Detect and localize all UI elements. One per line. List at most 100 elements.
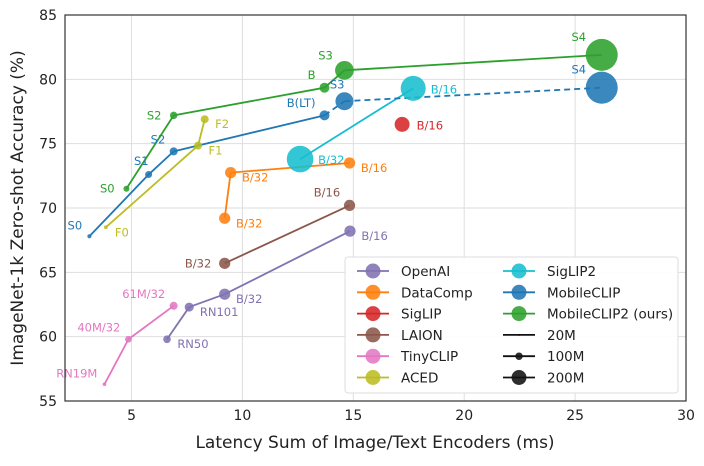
- legend-marker: [511, 370, 527, 385]
- legend-label: DataComp: [401, 285, 473, 301]
- data-point: [585, 38, 618, 71]
- point-label: F0: [115, 225, 129, 239]
- point-label: B/32: [236, 292, 262, 306]
- x-tick-label: 25: [566, 408, 584, 424]
- x-tick-label: 20: [455, 408, 473, 424]
- series-line-segment: [127, 305, 175, 340]
- x-tick-label: 10: [234, 408, 252, 424]
- data-point: [343, 157, 356, 169]
- y-tick-label: 85: [39, 8, 57, 24]
- y-tick-label: 75: [39, 137, 57, 153]
- data-point: [200, 115, 209, 124]
- legend-marker: [365, 370, 381, 385]
- series-line-segment: [166, 306, 190, 340]
- y-tick-label: 70: [39, 201, 57, 217]
- series-line-segment: [103, 338, 130, 385]
- point-label: S0: [68, 218, 83, 232]
- legend-marker: [365, 327, 381, 343]
- data-point: [394, 116, 410, 132]
- data-point: [319, 110, 330, 121]
- legend-label: LAION: [401, 328, 443, 344]
- point-label: F1: [208, 144, 222, 158]
- legend-label: MobileCLIP2 (ours): [547, 307, 673, 323]
- point-labels: RN50RN101B/32B/16B/32B/32B/16B/16B/32B/1…: [56, 30, 586, 380]
- data-point: [219, 257, 231, 269]
- data-point: [344, 225, 356, 237]
- legend-marker: [511, 306, 527, 322]
- data-point: [103, 225, 108, 230]
- x-axis-label: Latency Sum of Image/Text Encoders (ms): [195, 433, 554, 453]
- data-point: [219, 288, 231, 300]
- plot-frame: [64, 14, 687, 402]
- y-tick-label: 80: [39, 72, 57, 88]
- legend-marker: [511, 263, 527, 279]
- data-point: [145, 171, 153, 179]
- point-label: B/16: [361, 161, 387, 175]
- series-line-segment: [197, 118, 206, 146]
- data-point: [319, 82, 330, 93]
- legend-marker: [518, 333, 520, 336]
- data-point: [87, 234, 92, 239]
- x-tick-label: 5: [127, 408, 136, 424]
- series-line-segment: [105, 144, 199, 228]
- point-label: F2: [215, 117, 229, 131]
- series-line-segment: [224, 230, 351, 296]
- series-line-segment: [299, 87, 414, 160]
- legend-box: [344, 256, 679, 394]
- series-line-segment: [344, 86, 602, 103]
- legend-label: 20M: [547, 328, 576, 344]
- data-point: [219, 212, 231, 224]
- x-tick-label: 30: [677, 408, 695, 424]
- point-label: B/32: [242, 171, 268, 185]
- series-line-segment: [188, 293, 225, 308]
- legend-label: SigLIP2: [547, 264, 596, 280]
- y-axis-label: ImageNet-1k Zero-shot Accuracy (%): [8, 50, 28, 365]
- point-label: S2: [147, 108, 162, 122]
- series-line-segment: [224, 204, 350, 265]
- data-point: [102, 382, 107, 387]
- tick-labels: 5 10 15 20 25 30 55 60 65 70 75 80 85: [39, 8, 695, 424]
- point-label: S1: [134, 154, 149, 168]
- data-point: [123, 185, 130, 192]
- point-label: B/16: [417, 118, 443, 132]
- legend: OpenAI DataComp SigLIP LAION TinyCLIP ACED Sig…: [344, 256, 679, 394]
- data-point: [169, 301, 178, 310]
- data-point: [184, 302, 194, 312]
- point-label: RN19M: [56, 366, 97, 380]
- point-label: S2: [151, 132, 166, 146]
- series-line-segment: [88, 173, 150, 237]
- legend-marker: [365, 284, 381, 300]
- point-label: S0: [100, 182, 115, 196]
- legend-marker: [365, 348, 381, 364]
- legend-label: ACED: [401, 371, 438, 387]
- data-point: [585, 71, 618, 104]
- point-label: 61M/32: [122, 287, 165, 301]
- point-label: B/16: [361, 229, 387, 243]
- data-point: [163, 335, 171, 344]
- series-line-segment: [125, 114, 175, 190]
- data-points: [87, 38, 618, 387]
- point-label: S3: [330, 78, 345, 92]
- legend-label: 200M: [547, 371, 584, 387]
- point-label: 40M/32: [77, 321, 120, 335]
- data-point: [194, 141, 203, 150]
- data-point: [125, 335, 132, 343]
- data-point: [400, 75, 426, 101]
- point-label: B/32: [318, 153, 344, 167]
- data-point: [169, 111, 178, 120]
- series-line-segment: [173, 86, 325, 117]
- y-tick-label: 60: [39, 330, 57, 346]
- point-label: S3: [318, 49, 333, 63]
- point-label: B(LT): [287, 96, 316, 110]
- legend-label: 100M: [547, 349, 584, 365]
- data-point: [169, 147, 178, 156]
- legend-marker: [365, 263, 381, 279]
- legend-label: MobileCLIP: [547, 285, 620, 301]
- legend-marker: [365, 306, 381, 322]
- series-line-segment: [223, 172, 232, 219]
- data-point: [225, 166, 237, 179]
- y-tick-label: 55: [39, 394, 57, 410]
- point-label: B/16: [431, 82, 457, 96]
